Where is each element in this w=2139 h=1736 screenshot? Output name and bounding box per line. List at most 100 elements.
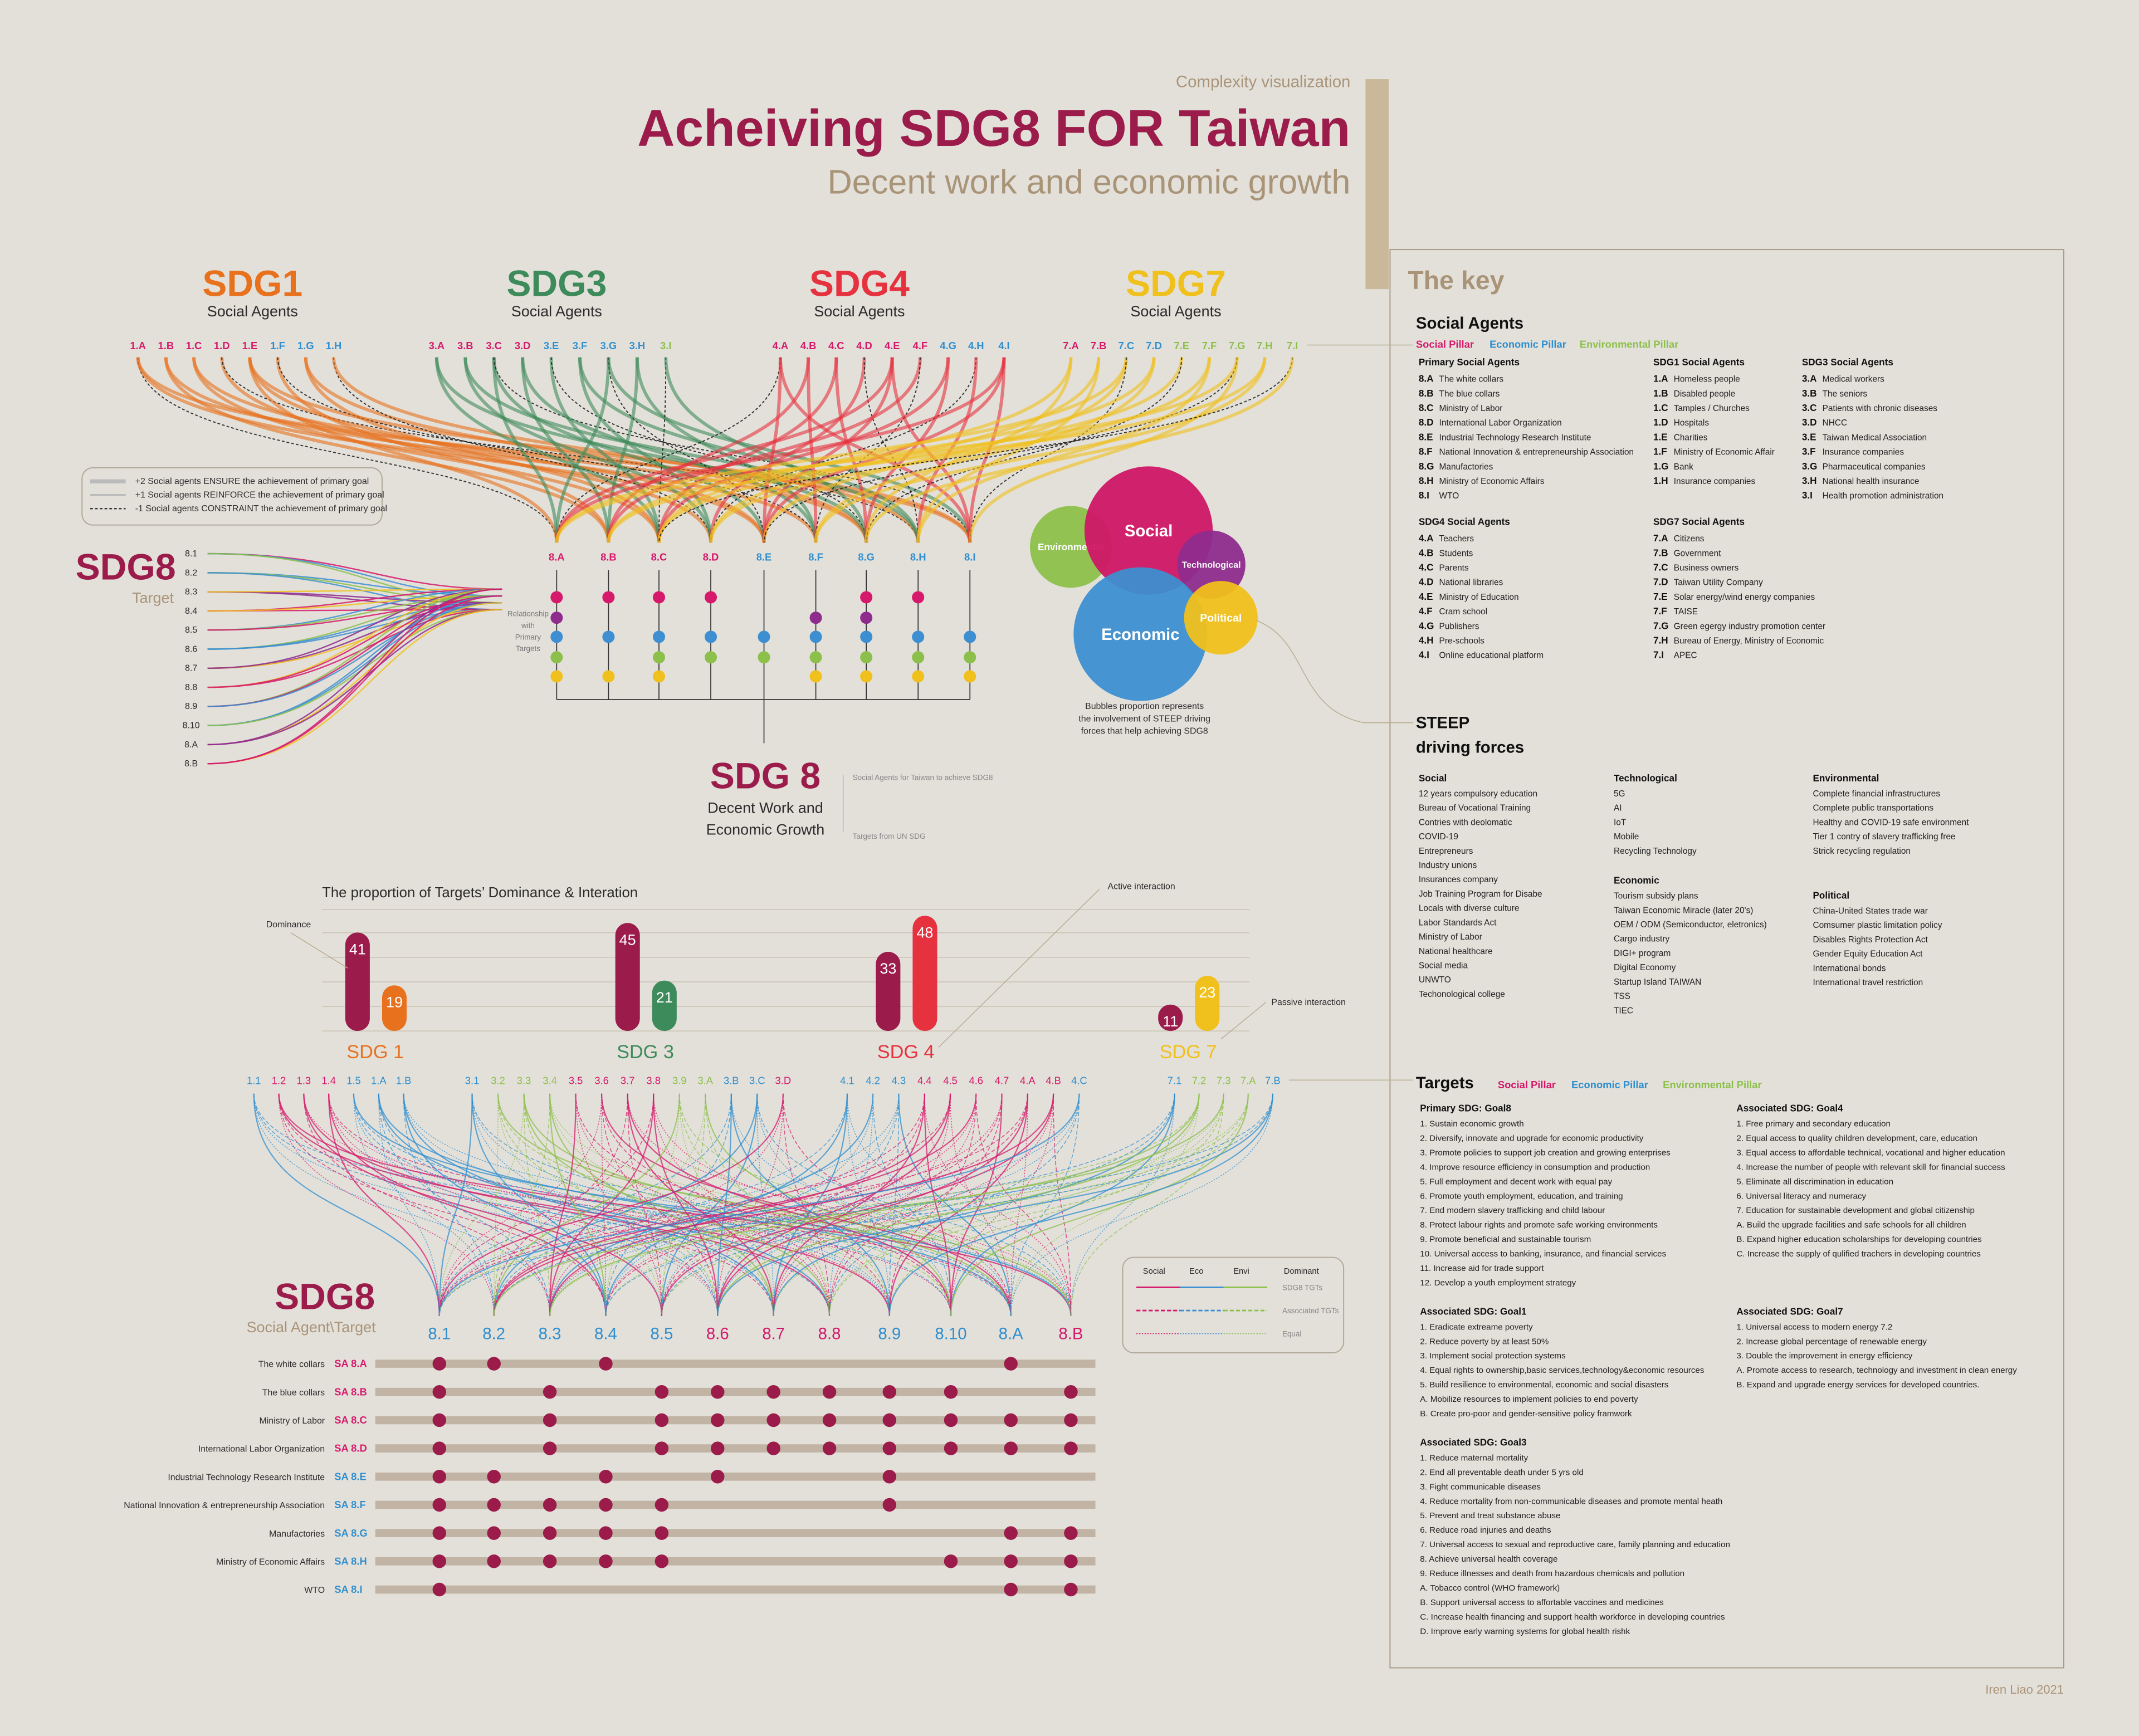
target-curve: [278, 1093, 607, 1316]
row-label: WTO: [304, 1586, 325, 1595]
steep-dot: [860, 651, 873, 664]
primary-agent-code: 8.E: [756, 551, 772, 563]
item-name: Manufactories: [1439, 462, 1493, 472]
category-label: SDG 7: [1160, 1041, 1217, 1063]
item-text: B. Expand higher education scholarships …: [1736, 1235, 1982, 1244]
item-name: Parents: [1439, 563, 1469, 573]
agent-code: 7.H: [1257, 340, 1273, 351]
item-text: 5. Eliminate all discrimination in educa…: [1736, 1177, 1893, 1186]
item-text: IoT: [1614, 818, 1627, 827]
row-code: SA 8.D: [334, 1442, 367, 1454]
row-code: SA 8.G: [334, 1527, 368, 1539]
item-code: 8.H: [1419, 475, 1434, 486]
flow-curve: [221, 357, 919, 543]
item-text: Tourism subsidy plans: [1614, 892, 1698, 901]
target-curve: [523, 1093, 831, 1316]
item-name: Online educational platform: [1439, 651, 1544, 661]
bar: [382, 985, 407, 1031]
item-name: Business owners: [1674, 563, 1739, 573]
target-curve: [278, 1093, 774, 1316]
item-code: 1.B: [1653, 388, 1668, 399]
matrix-dot: [711, 1385, 725, 1399]
item-code: 4.A: [1419, 532, 1434, 544]
matrix-dot: [766, 1413, 780, 1427]
key-panel: [1389, 249, 2064, 1669]
item-code: 3.F: [1802, 446, 1816, 457]
item-name: Students: [1439, 549, 1473, 558]
item-text: Taiwan Economic Miracle (later 20's): [1614, 906, 1753, 915]
flow-curve: [607, 357, 639, 543]
value-label: 45: [619, 931, 636, 948]
flow-curve: [248, 357, 972, 543]
item-name: Ministry of Economic Affairs: [1439, 477, 1545, 486]
item-text: Tier 1 contry of slavery trafficking fre…: [1813, 832, 1955, 842]
target-curve: [438, 1093, 1080, 1316]
matrix-dot: [432, 1470, 447, 1484]
column-label: 8.B: [1058, 1324, 1083, 1343]
item-name: Pre-schools: [1439, 636, 1485, 646]
category-label: SDG 1: [346, 1041, 404, 1063]
target-curve: [627, 1093, 662, 1316]
column-label: 8.8: [818, 1324, 841, 1343]
agent-code: 7.I: [1287, 340, 1298, 351]
agent-code: 4.A: [773, 340, 789, 351]
center-note: Social Agents for Taiwan to achieve SDG8: [853, 774, 993, 782]
column-label: 8.10: [935, 1324, 966, 1343]
matrix-dot: [543, 1441, 557, 1455]
target-curve: [549, 1093, 784, 1316]
target-curve: [493, 1093, 1175, 1316]
target-curve: [207, 552, 502, 604]
target-curve: [717, 1093, 732, 1316]
column-label: 8.7: [762, 1324, 785, 1343]
item-text: 12. Develop a youth employment strategy: [1420, 1278, 1576, 1288]
legend-text: Equal: [1282, 1330, 1301, 1338]
value-label: 21: [656, 989, 673, 1006]
value-label: 41: [349, 941, 366, 958]
flow-curve: [248, 357, 559, 543]
item-text: A. Build the upgrade facilities and safe…: [1736, 1220, 1966, 1230]
flow-curve: [763, 357, 1238, 543]
column-label: 8.4: [594, 1324, 617, 1343]
item-text: A. Promote access to research, technolog…: [1736, 1366, 2017, 1375]
target-curve: [773, 1093, 848, 1316]
target-code: 8.B: [184, 759, 198, 769]
target-code: 8.4: [185, 607, 197, 616]
row-code: SA 8.C: [334, 1414, 367, 1426]
target-curve: [575, 1093, 662, 1316]
steep-dot: [652, 591, 666, 604]
legend-text: Associated TGTs: [1282, 1307, 1339, 1315]
key-title: The key: [1408, 266, 1504, 295]
target-curve: [601, 1093, 719, 1316]
item-code: 4.F: [1419, 605, 1433, 617]
target-curve: [605, 1093, 1028, 1316]
category-label: SDG 4: [877, 1041, 935, 1063]
target-curve: [493, 1093, 628, 1316]
target-curve: [523, 1093, 550, 1316]
target-curve: [439, 1093, 654, 1316]
item-text: 11. Increase aid for trade support: [1420, 1264, 1544, 1273]
target-code: 7.A: [1241, 1075, 1256, 1087]
item-text: 5. Build resilience to environmental, ec…: [1420, 1380, 1669, 1390]
flow-curve: [607, 357, 1156, 543]
target-curve: [328, 1093, 440, 1316]
matrix-dot: [766, 1441, 780, 1455]
item-name: Solar energy/wind energy companies: [1674, 593, 1815, 602]
note: Targets: [516, 644, 540, 653]
item-text: 8. Protect labour rights and promote saf…: [1420, 1220, 1658, 1230]
flow-curve: [136, 357, 972, 543]
steep-dot: [652, 651, 666, 664]
item-text: 1. Free primary and secondary education: [1736, 1119, 1891, 1128]
item-text: C. Increase the supply of qulified trach…: [1736, 1249, 1981, 1259]
column-label: 8.5: [650, 1324, 673, 1343]
flow-curve: [607, 357, 810, 543]
group-title: Environmental: [1813, 772, 1879, 784]
group-title: SDG1 Social Agents: [1653, 356, 1745, 368]
matrix-dot: [1064, 1554, 1078, 1568]
annotation-line: [938, 888, 1100, 1048]
item-text: 8. Achieve universal health coverage: [1420, 1554, 1557, 1564]
item-code: 8.G: [1419, 461, 1434, 472]
matrix-dot: [432, 1582, 447, 1597]
primary-agent-code: 8.F: [808, 551, 823, 563]
item-name: Cram school: [1439, 607, 1487, 617]
item-text: National healthcare: [1419, 947, 1493, 956]
